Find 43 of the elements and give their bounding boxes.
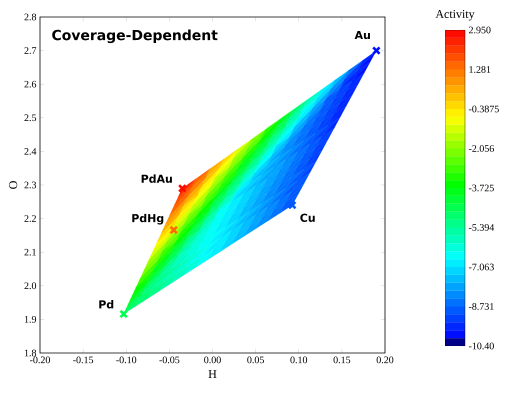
color-bar-label: 2.950	[468, 26, 491, 34]
y-tick-label: 2.3	[24, 182, 36, 188]
text: Coverage-Dependent	[52, 30, 218, 44]
color-bar-label: -0.3875	[468, 106, 499, 112]
annotation: PdHg	[132, 214, 164, 225]
point	[372, 46, 381, 56]
x-tick-label: 0.20	[376, 356, 394, 364]
x-tick-label: -0.20	[30, 356, 50, 364]
color-bar-label: -7.063	[468, 264, 494, 270]
color-bar-label: -5.394	[468, 224, 494, 231]
y-axis-title: O	[9, 181, 18, 189]
point	[119, 310, 128, 318]
y-tick-label: 2.0	[24, 282, 36, 290]
x-axis-title: H	[208, 370, 216, 378]
color-bar-title: Activity	[436, 10, 475, 20]
x-tick-label: 0.15	[334, 356, 350, 364]
x-tick-label: -0.15	[73, 356, 94, 364]
y-tick-label: 1.8	[24, 350, 36, 356]
annotation: Pd	[99, 300, 114, 309]
point	[169, 226, 178, 234]
annotation: Au	[354, 30, 370, 40]
color-bar-label: 1.281	[469, 66, 490, 73]
y-tick-label: 2.8	[24, 14, 36, 20]
x-tick-label: -0.10	[116, 356, 136, 364]
y-tick-label: 2.4	[24, 148, 36, 155]
point	[288, 200, 297, 210]
color-bar-label: -10.40	[468, 342, 494, 350]
y-tick-label: 1.9	[24, 316, 36, 323]
color-bar-label: -2.056	[468, 145, 494, 152]
annotation: Cu	[300, 214, 315, 222]
annotation: PdAu	[142, 174, 172, 183]
y-tick-label: 2.5	[24, 114, 36, 122]
x-tick-label: 0.00	[204, 356, 221, 364]
x-tick-label: -0.05	[159, 356, 180, 364]
point	[178, 184, 187, 193]
color-bar-label: -3.725	[468, 184, 494, 192]
y-tick-label: 2.7	[24, 47, 36, 54]
color-bar-label: -8.731	[468, 303, 494, 310]
x-tick-label: 0.10	[290, 356, 308, 364]
y-tick-label: 2.6	[24, 80, 36, 88]
x-tick-label: 0.05	[247, 356, 264, 364]
y-tick-label: 2.1	[24, 248, 36, 256]
y-tick-label: 2.2	[24, 215, 36, 222]
